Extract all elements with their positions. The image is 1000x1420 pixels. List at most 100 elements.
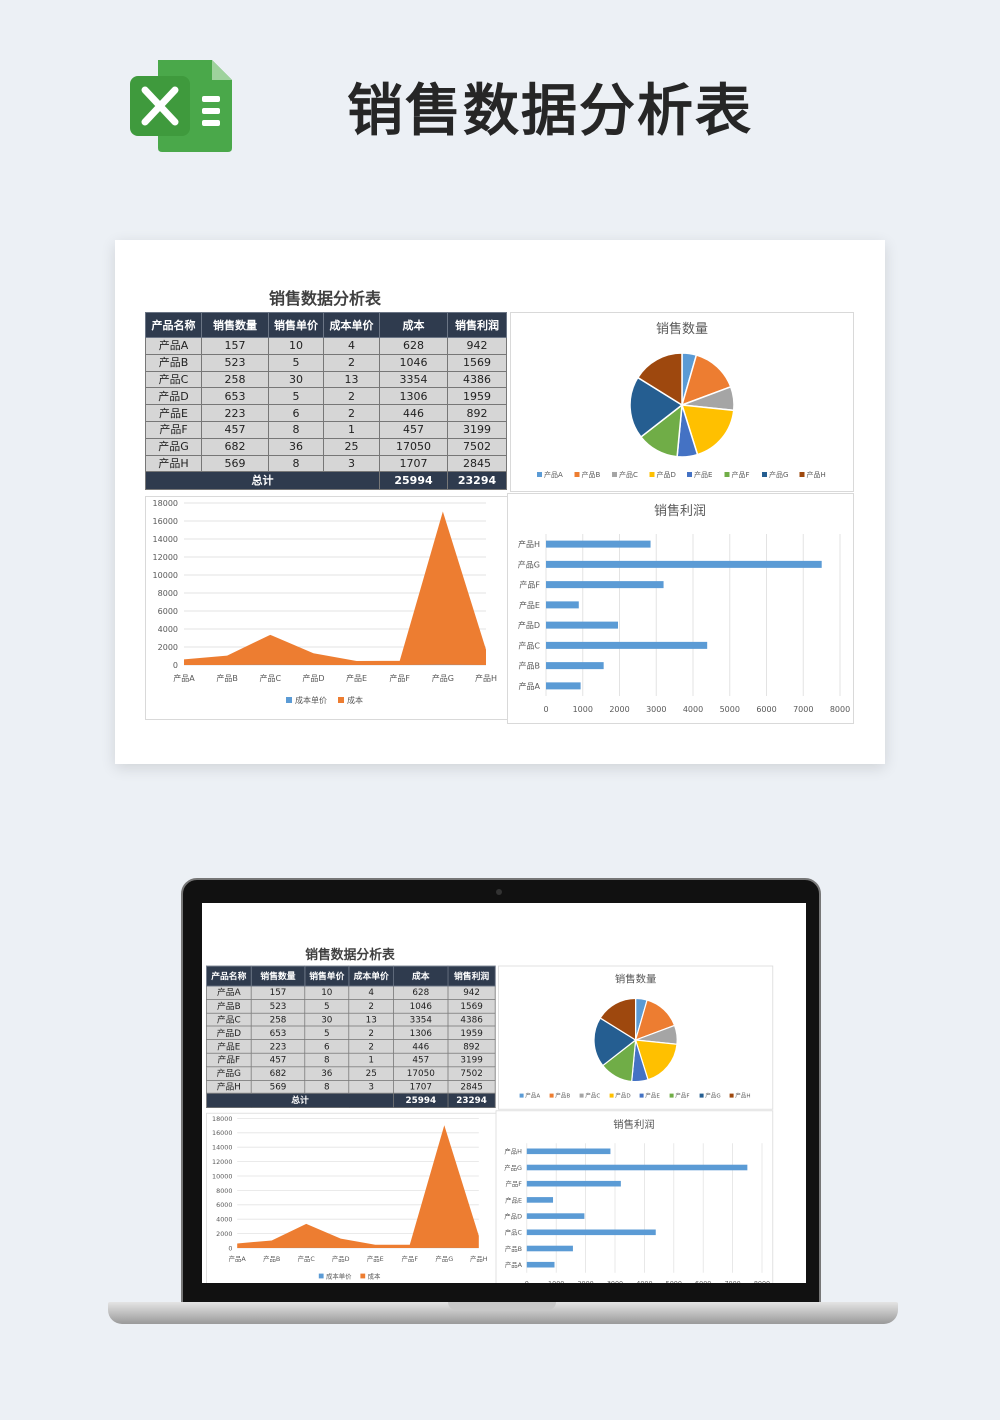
table-cell: 2 [348,1039,395,1054]
y-tick-label: 产品E [505,1195,522,1204]
legend-label: 成本 [368,1271,381,1280]
x-tick-label: 4000 [683,705,703,714]
legend-label: 产品E [694,470,712,479]
y-tick-label: 产品D [504,1212,522,1221]
y-tick-label: 14000 [212,1144,232,1152]
x-tick-label: 产品G [432,673,454,683]
y-tick-label: 产品G [504,1163,522,1172]
table-cell: 25 [323,437,380,456]
column-header: 成本单价 [348,965,395,987]
bar [546,682,581,690]
x-tick-label: 产品F [402,1254,419,1263]
y-tick-label: 8000 [158,589,178,598]
table-cell: 3199 [447,1052,496,1068]
table-cell: 36 [304,1066,350,1081]
table-cell: 4 [323,337,380,355]
x-tick-label: 产品E [367,1254,384,1263]
table-cell: 13 [323,370,380,389]
excel-icon [130,60,232,152]
y-tick-label: 产品F [506,1179,523,1188]
y-tick-label: 14000 [153,535,178,544]
table-row: 产品D 653 5 2 1306 1959 [205,1025,496,1041]
table-cell: 10 [268,337,324,355]
spreadsheet-sheet: 销售数据分析表 产品名称 销售数量 销售单价 成本单价 成本 销售利润 产品A 1… [115,240,885,764]
laptop-notch [448,1302,556,1310]
table-cell: 17050 [379,437,448,456]
table-cell: 446 [379,404,448,422]
table-cell: 653 [250,1025,306,1041]
x-tick-label: 产品H [475,673,497,683]
y-tick-label: 产品C [505,1228,523,1237]
bar-chart: 销售利润 0 1000 2000 3000 4000 5000 6000 7000 8000 产品A… [495,1110,774,1283]
legend-label: 产品H [735,1092,750,1100]
table-cell: 569 [250,1079,306,1094]
table-cell: 5 [304,1025,350,1041]
bar [526,1148,611,1155]
table-cell: 8 [304,1079,350,1094]
legend-swatch [286,697,292,703]
table-cell: 30 [304,1012,350,1027]
table-cell: 1569 [447,353,507,372]
table-row: 产品A 157 10 4 628 942 [145,337,507,355]
table-cell: 产品D [205,1025,252,1041]
x-tick-label: 产品G [435,1254,453,1263]
table-cell: 产品E [145,404,202,422]
y-tick-label: 10000 [153,571,178,580]
table-cell: 产品D [145,387,202,406]
table-cell: 1046 [379,353,448,372]
legend-swatch [338,697,344,703]
legend-label: 产品H [807,470,826,479]
column-header: 成本 [379,312,448,338]
legend-label: 产品A [525,1092,540,1100]
table-header-row: 产品名称 销售数量 销售单价 成本单价 成本 销售利润 [205,965,496,987]
legend-swatch [669,1093,674,1098]
bar [546,540,651,548]
chart-title: 销售利润 [613,1118,655,1131]
table-row: 产品H 569 8 3 1707 2845 [205,1079,496,1094]
pie-slice [599,997,637,1042]
pie-slice [634,1039,678,1081]
bar [526,1229,656,1236]
legend-label: 产品C [585,1092,600,1100]
y-tick-label: 4000 [216,1216,232,1224]
table-cell: 产品B [145,353,202,372]
table-cell: 2845 [447,454,507,473]
table-cell: 892 [447,1039,496,1054]
legend-swatch [687,472,692,477]
bar [526,1261,555,1268]
y-tick-label: 12000 [153,553,178,562]
y-tick-label: 产品B [505,1244,522,1253]
table-row: 产品E 223 6 2 446 892 [145,404,507,422]
table-row: 产品E 223 6 2 446 892 [205,1039,496,1054]
table-row: 产品D 653 5 2 1306 1959 [145,387,507,406]
legend-label: 产品D [657,470,676,479]
x-tick-label: 产品H [470,1254,488,1263]
table-cell: 446 [393,1039,449,1054]
laptop-base [108,1302,898,1324]
table-cell: 13 [348,1012,395,1027]
column-header: 成本单价 [323,312,380,338]
column-header: 成本 [393,965,449,987]
table-row: 产品G 682 36 25 17050 7502 [145,437,507,456]
table-cell: 2 [323,353,380,372]
table-cell: 5 [268,387,324,406]
legend-swatch [537,472,542,477]
table-cell: 产品G [205,1066,252,1081]
table-cell: 1707 [379,454,448,473]
y-tick-label: 6000 [216,1201,232,1209]
table-cell: 1959 [447,387,507,406]
pie-slice [680,354,732,407]
bar [526,1197,554,1203]
x-tick-label: 产品F [389,673,410,683]
legend-label: 产品C [619,470,638,479]
table-row: 产品G 682 36 25 17050 7502 [205,1066,496,1081]
x-tick-label: 8000 [830,705,850,714]
legend-swatch [609,1093,614,1098]
column-header: 销售单价 [268,312,324,338]
table-row: 产品C 258 30 13 3354 4386 [145,370,507,389]
legend-swatch [724,472,730,477]
y-tick-label: 4000 [158,625,178,634]
area-series-1 [237,1125,479,1248]
x-tick-label: 3000 [607,1280,623,1283]
table-row: 产品B 523 5 2 1046 1569 [145,353,507,372]
